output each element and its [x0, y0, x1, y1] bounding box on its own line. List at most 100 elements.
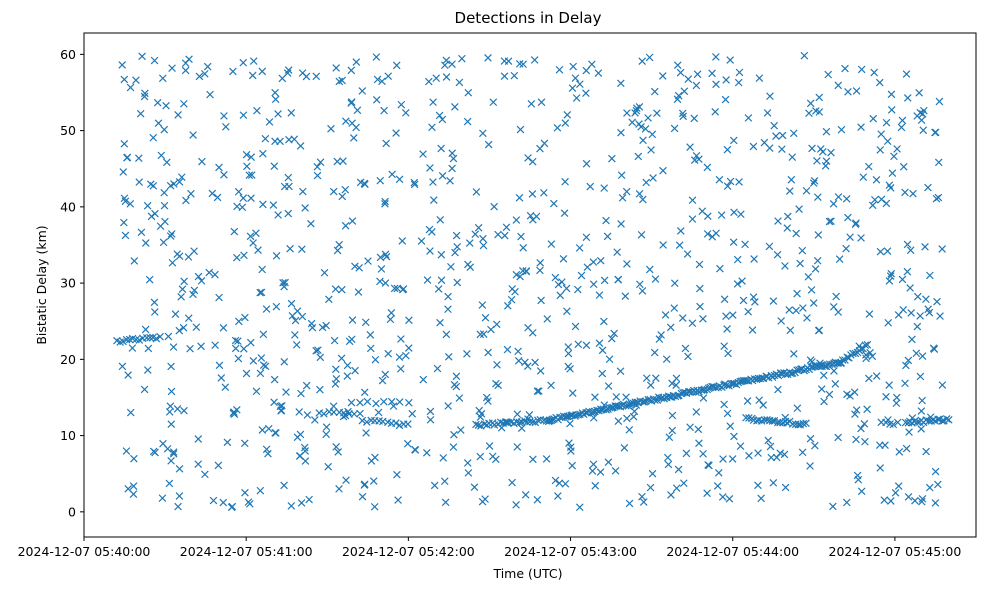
data-point: [875, 441, 884, 449]
data-point: [270, 162, 279, 171]
data-point: [169, 449, 178, 458]
data-point: [256, 288, 264, 297]
data-point: [256, 486, 265, 495]
data-point: [394, 496, 402, 504]
data-point: [631, 109, 639, 117]
data-point: [177, 173, 186, 181]
data-point: [296, 142, 305, 150]
data-point: [402, 351, 410, 360]
data-point: [846, 233, 854, 241]
data-point: [788, 153, 797, 161]
data-point: [852, 219, 860, 227]
data-point: [356, 398, 364, 407]
data-point: [287, 109, 296, 117]
data-point: [387, 309, 396, 317]
data-point: [136, 109, 145, 118]
data-point: [649, 174, 657, 182]
data-point: [708, 69, 716, 78]
data-point: [812, 107, 820, 115]
data-point: [417, 237, 426, 245]
data-point: [827, 148, 835, 157]
data-point: [258, 67, 267, 76]
data-point: [885, 277, 894, 285]
data-point: [695, 439, 703, 448]
data-point: [815, 93, 824, 102]
data-point: [931, 128, 940, 137]
data-point: [542, 455, 551, 463]
data-point: [347, 99, 356, 107]
data-point: [564, 349, 573, 358]
data-point: [876, 146, 885, 154]
data-point: [500, 231, 509, 240]
data-point: [645, 265, 654, 274]
data-point: [603, 232, 612, 241]
data-point: [246, 338, 255, 347]
data-point: [650, 348, 659, 357]
data-point: [693, 70, 702, 79]
data-point: [249, 357, 258, 365]
data-point: [634, 152, 643, 161]
data-point: [902, 444, 911, 453]
data-point: [672, 374, 681, 383]
data-point: [274, 211, 282, 219]
data-point: [588, 60, 596, 69]
data-point: [553, 123, 562, 132]
data-point: [259, 330, 268, 339]
data-point: [543, 315, 552, 323]
data-point: [397, 100, 406, 109]
data-point: [658, 72, 667, 80]
data-point: [175, 252, 184, 261]
data-point: [348, 119, 356, 128]
data-point: [184, 314, 193, 323]
data-point: [215, 293, 223, 302]
data-point: [809, 299, 818, 307]
data-point: [198, 157, 206, 166]
data-point: [692, 408, 701, 416]
data-point: [523, 362, 532, 371]
data-point: [118, 61, 126, 69]
data-point: [372, 399, 380, 408]
data-point: [679, 112, 688, 121]
x-tick-label: 2024-12-07 05:44:00: [666, 544, 799, 559]
data-point: [197, 277, 206, 285]
data-point: [635, 189, 644, 198]
data-point: [863, 340, 872, 349]
data-point: [891, 488, 900, 497]
data-point: [120, 75, 129, 84]
data-point: [528, 157, 537, 166]
data-point: [781, 483, 790, 492]
data-point: [482, 393, 491, 402]
data-point: [450, 430, 458, 439]
data-point: [730, 432, 738, 441]
data-point: [859, 173, 868, 181]
data-point: [659, 166, 667, 175]
x-axis-label: Time (UTC): [492, 566, 562, 581]
data-point: [291, 331, 299, 339]
data-point: [623, 260, 631, 268]
data-point: [280, 357, 289, 366]
data-point: [638, 57, 647, 65]
data-point: [699, 449, 707, 458]
data-point: [575, 503, 584, 512]
data-point: [494, 230, 502, 239]
data-point: [169, 448, 178, 456]
data-point: [829, 199, 838, 208]
data-point: [916, 372, 925, 381]
data-point: [810, 176, 819, 185]
data-point: [438, 171, 447, 180]
data-point: [444, 305, 452, 314]
data-point: [690, 114, 699, 123]
data-point: [168, 64, 176, 72]
data-point: [238, 203, 247, 212]
data-point: [563, 307, 571, 316]
data-point: [200, 69, 209, 78]
data-point: [353, 106, 362, 115]
data-point: [141, 239, 150, 247]
data-point: [759, 401, 767, 409]
data-point: [373, 75, 382, 84]
data-point: [559, 254, 568, 263]
data-point: [783, 212, 792, 221]
data-point: [591, 481, 600, 490]
data-point: [729, 136, 738, 145]
data-point: [479, 129, 487, 138]
